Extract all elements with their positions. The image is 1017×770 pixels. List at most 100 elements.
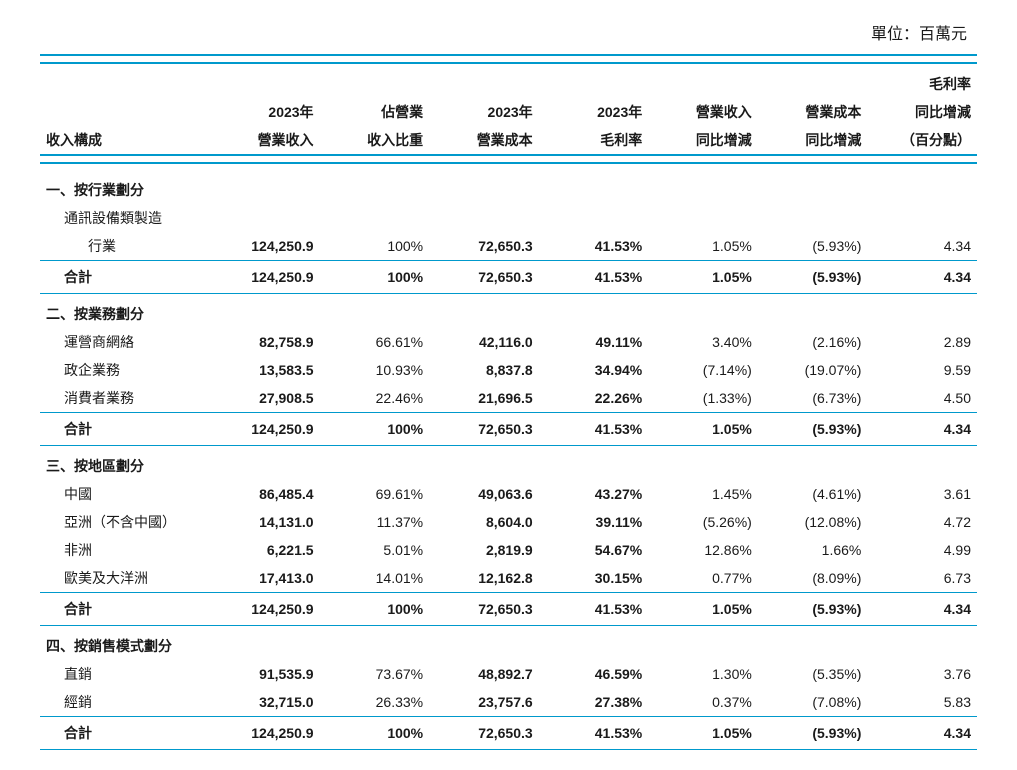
section-title: 四、按銷售模式劃分: [40, 626, 977, 661]
subtotal-cell: 41.53%: [539, 413, 649, 446]
subtotal-cell: 4.34: [867, 413, 977, 446]
table-body: 一、按行業劃分通訊設備類製造行業124,250.9100%72,650.341.…: [40, 170, 977, 750]
cell: 4.72: [867, 508, 977, 536]
section-title: 二、按業務劃分: [40, 294, 977, 329]
cell: 26.33%: [320, 688, 430, 717]
cell: 100%: [320, 232, 430, 261]
header-col3-l1: 2023年: [429, 98, 539, 126]
subtotal-cell: (5.93%): [758, 593, 868, 626]
cell: 1.30%: [648, 660, 758, 688]
cell: 69.61%: [320, 480, 430, 508]
cell: 1.66%: [758, 536, 868, 564]
cell: 73.67%: [320, 660, 430, 688]
cell: 12,162.8: [429, 564, 539, 593]
cell: 0.37%: [648, 688, 758, 717]
subtotal-cell: 4.34: [867, 261, 977, 294]
cell: 2,819.9: [429, 536, 539, 564]
financial-table: 收入構成 毛利率 2023年 佔營業 2023年 2023年 營業收入 營業成本…: [40, 54, 977, 750]
cell: (7.08%): [758, 688, 868, 717]
cell: 86,485.4: [210, 480, 320, 508]
subtotal-label: 合計: [40, 717, 210, 750]
cell: 34.94%: [539, 356, 649, 384]
subtotal-cell: 1.05%: [648, 261, 758, 294]
cell: 12.86%: [648, 536, 758, 564]
cell: 4.50: [867, 384, 977, 413]
header-col4-l1: 2023年: [539, 98, 649, 126]
cell: 14,131.0: [210, 508, 320, 536]
cell: 9.59: [867, 356, 977, 384]
header-col7-l2: 同比增減: [867, 98, 977, 126]
cell: 66.61%: [320, 328, 430, 356]
cell: 27,908.5: [210, 384, 320, 413]
header-col5-l2: 同比增減: [648, 126, 758, 155]
cell: 1.05%: [648, 232, 758, 261]
cell: 42,116.0: [429, 328, 539, 356]
row-label: 亞洲（不含中國）: [40, 508, 210, 536]
subtotal-cell: (5.93%): [758, 717, 868, 750]
cell: (4.61%): [758, 480, 868, 508]
subtotal-cell: 4.34: [867, 593, 977, 626]
section-title: 一、按行業劃分: [40, 170, 977, 204]
header-col4-l2: 毛利率: [539, 126, 649, 155]
cell: (2.16%): [758, 328, 868, 356]
subtotal-cell: 124,250.9: [210, 413, 320, 446]
header-col7-l3: （百分點）: [867, 126, 977, 155]
subtotal-cell: 72,650.3: [429, 261, 539, 294]
subtotal-cell: 4.34: [867, 717, 977, 750]
subtotal-label: 合計: [40, 593, 210, 626]
cell: 13,583.5: [210, 356, 320, 384]
cell: 3.40%: [648, 328, 758, 356]
cell: 17,413.0: [210, 564, 320, 593]
subtotal-cell: 72,650.3: [429, 593, 539, 626]
cell: 10.93%: [320, 356, 430, 384]
subtotal-cell: 124,250.9: [210, 717, 320, 750]
header-col6-l2: 同比增減: [758, 126, 868, 155]
header-row-label: 收入構成: [40, 70, 210, 155]
subtotal-cell: (5.93%): [758, 261, 868, 294]
subtotal-cell: 124,250.9: [210, 261, 320, 294]
cell: 27.38%: [539, 688, 649, 717]
cell: (8.09%): [758, 564, 868, 593]
cell: 11.37%: [320, 508, 430, 536]
subtotal-cell: 100%: [320, 593, 430, 626]
row-label: 通訊設備類製造: [40, 204, 210, 232]
cell: (5.26%): [648, 508, 758, 536]
header-col7-l1: 毛利率: [867, 70, 977, 98]
subtotal-cell: 41.53%: [539, 717, 649, 750]
table-header: 收入構成 毛利率 2023年 佔營業 2023年 2023年 營業收入 營業成本…: [40, 55, 977, 170]
unit-label: 單位：百萬元: [40, 20, 977, 44]
header-col5-l1: 營業收入: [648, 98, 758, 126]
cell: 54.67%: [539, 536, 649, 564]
cell: 8,604.0: [429, 508, 539, 536]
subtotal-cell: 1.05%: [648, 593, 758, 626]
cell: 4.34: [867, 232, 977, 261]
header-col1-l2: 營業收入: [210, 126, 320, 155]
cell: 22.26%: [539, 384, 649, 413]
row-label: 消費者業務: [40, 384, 210, 413]
cell: 5.01%: [320, 536, 430, 564]
subtotal-cell: 41.53%: [539, 593, 649, 626]
cell: 22.46%: [320, 384, 430, 413]
cell: 8,837.8: [429, 356, 539, 384]
cell: 6.73: [867, 564, 977, 593]
cell: 3.61: [867, 480, 977, 508]
cell: (5.93%): [758, 232, 868, 261]
subtotal-label: 合計: [40, 413, 210, 446]
cell: 82,758.9: [210, 328, 320, 356]
subtotal-cell: 124,250.9: [210, 593, 320, 626]
cell: 3.76: [867, 660, 977, 688]
cell: 23,757.6: [429, 688, 539, 717]
subtotal-cell: 100%: [320, 717, 430, 750]
subtotal-cell: 1.05%: [648, 413, 758, 446]
cell: (7.14%): [648, 356, 758, 384]
cell: 30.15%: [539, 564, 649, 593]
cell: (5.35%): [758, 660, 868, 688]
section-title: 三、按地區劃分: [40, 446, 977, 481]
subtotal-cell: 1.05%: [648, 717, 758, 750]
subtotal-cell: 100%: [320, 261, 430, 294]
header-col1-l1: 2023年: [210, 98, 320, 126]
cell: (12.08%): [758, 508, 868, 536]
cell: (19.07%): [758, 356, 868, 384]
row-label: 中國: [40, 480, 210, 508]
cell: 46.59%: [539, 660, 649, 688]
